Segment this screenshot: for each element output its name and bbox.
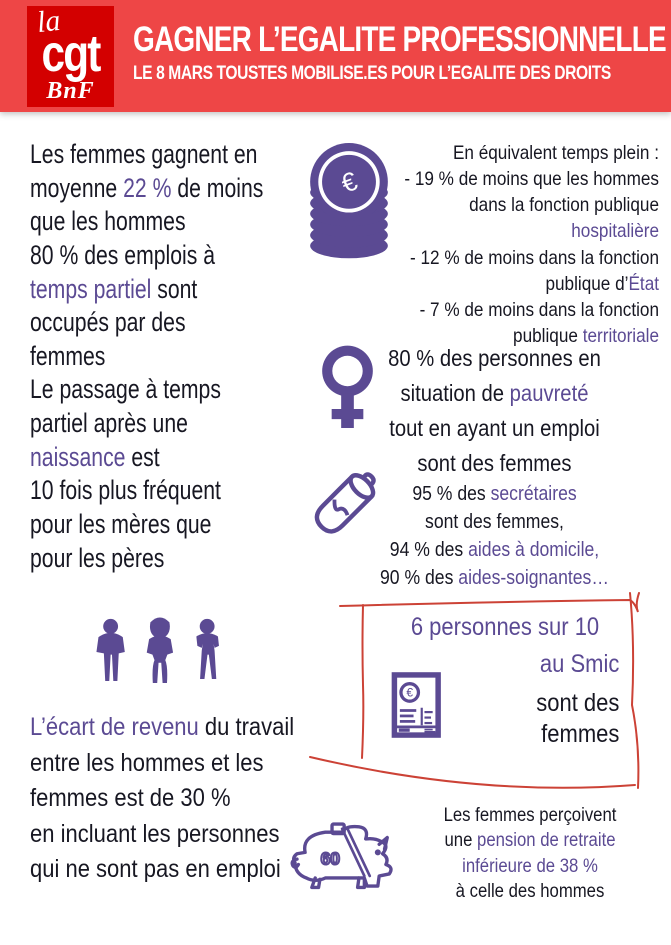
svg-text:€: € [406, 685, 413, 699]
svg-text:60: 60 [321, 849, 341, 869]
